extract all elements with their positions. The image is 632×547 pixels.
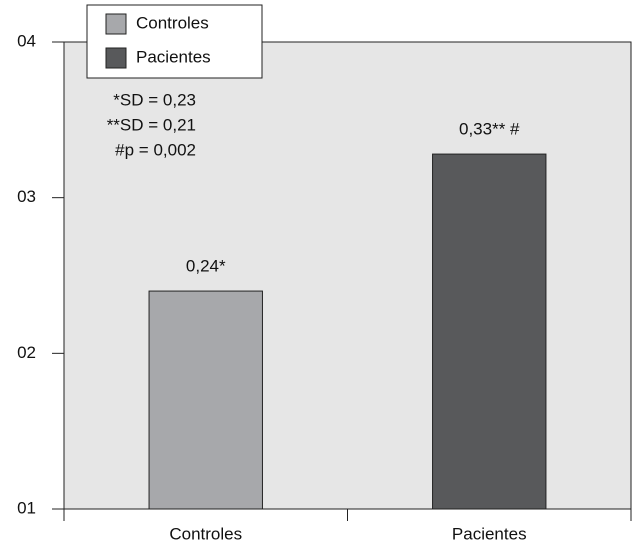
annotation: *SD = 0,23 xyxy=(113,90,196,109)
legend-label: Pacientes xyxy=(136,47,211,66)
legend-label: Controles xyxy=(136,13,209,32)
value-label: 0,24* xyxy=(186,257,226,276)
x-tick-label: Pacientes xyxy=(452,524,527,543)
x-tick-label: Controles xyxy=(169,524,242,543)
legend-swatch xyxy=(105,13,127,35)
annotation: **SD = 0,21 xyxy=(107,115,196,134)
bar xyxy=(432,153,547,510)
y-tick-label: 02 xyxy=(17,343,36,362)
annotation: #p = 0,002 xyxy=(115,140,196,159)
y-tick-label: 01 xyxy=(17,498,36,517)
y-tick-label: 03 xyxy=(17,187,36,206)
value-label: 0,33** # xyxy=(459,120,520,139)
legend-swatch xyxy=(105,47,127,69)
bar xyxy=(148,290,263,510)
y-tick-label: 04 xyxy=(17,31,36,50)
